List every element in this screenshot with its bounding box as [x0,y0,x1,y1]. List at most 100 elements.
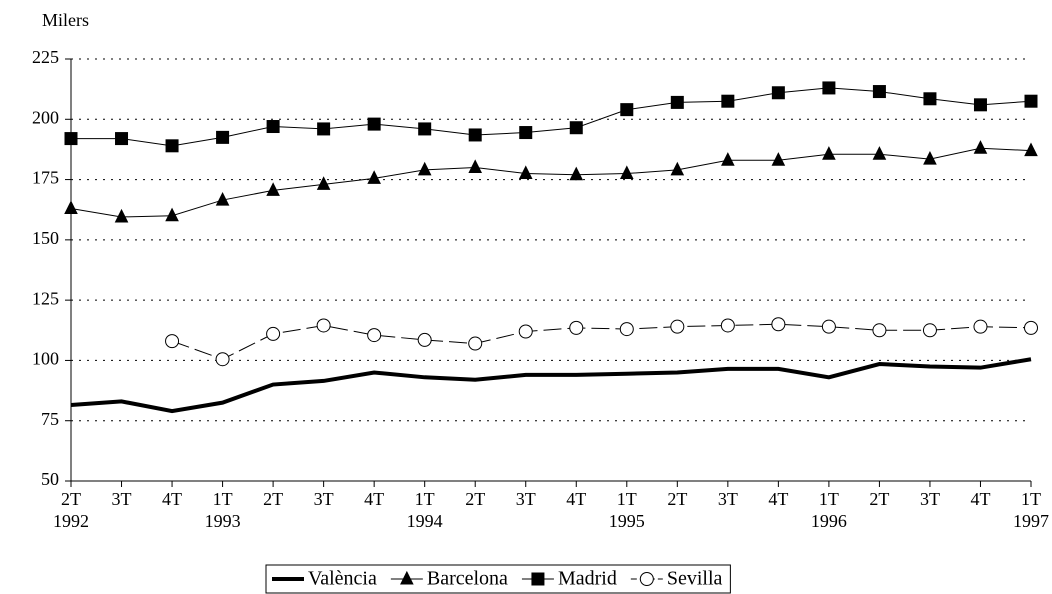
marker [216,130,230,144]
marker [316,318,331,333]
x-tick-label: 1T [213,489,233,509]
marker [266,182,280,196]
marker [266,326,281,341]
marker [822,81,836,95]
marker [923,92,937,106]
x-tick-label: 4T [364,489,384,509]
marker [1024,142,1038,157]
marker [670,161,685,176]
marker [771,86,785,100]
y-tick-label: 200 [32,107,59,127]
x-tick-label: 1T [415,489,435,509]
marker [872,323,887,338]
marker [619,322,634,337]
legend-label: Sevilla [667,568,723,590]
marker [619,165,634,180]
marker [872,85,886,99]
x-tick-label: 4T [162,489,182,509]
marker [720,318,735,333]
marker [973,98,987,112]
marker [670,319,685,334]
marker [569,121,583,135]
marker [518,165,533,180]
marker [771,152,786,166]
marker [165,207,179,222]
y-tick-label: 50 [41,469,59,489]
x-tick-label: 2T [61,489,81,509]
marker [821,319,836,334]
y-tick-label: 75 [41,409,59,429]
legend-label: València [308,568,377,590]
marker [1024,320,1038,335]
marker [620,103,634,117]
x-tick-label: 2T [869,489,889,509]
y-tick-label: 150 [32,228,59,248]
x-year-label: 1996 [811,511,847,531]
marker [417,161,432,176]
x-tick-label: 1T [1021,489,1041,509]
marker [400,570,414,585]
marker [922,323,937,338]
marker [670,95,684,109]
x-tick-label: 3T [516,489,536,509]
y-axis-label: Milers [42,10,89,30]
x-tick-label: 3T [314,489,334,509]
x-year-label: 1995 [609,511,645,531]
marker [973,140,988,154]
legend: València Barcelona Madrid Sevilla [265,564,731,594]
y-tick-label: 225 [32,47,59,67]
x-tick-label: 4T [970,489,990,509]
y-tick-label: 175 [32,168,59,188]
marker [266,120,280,134]
x-year-label: 1993 [205,511,241,531]
marker [114,208,129,223]
legend-label: Madrid [558,568,617,590]
marker [316,176,331,190]
marker [872,146,887,160]
marker [115,132,129,146]
marker [519,126,533,140]
marker [317,122,331,136]
marker [973,319,988,334]
y-tick-label: 100 [32,349,59,369]
legend-label: Barcelona [427,568,508,590]
marker [771,317,786,332]
marker [518,324,533,339]
marker [215,352,230,367]
x-tick-label: 4T [768,489,788,509]
marker [468,128,482,142]
x-tick-label: 2T [263,489,283,509]
marker [367,328,382,343]
marker [923,150,937,165]
x-tick-label: 2T [465,489,485,509]
marker [569,320,584,335]
x-tick-label: 4T [566,489,586,509]
marker [721,152,735,166]
marker [531,572,545,586]
marker [569,166,584,181]
marker [64,200,78,215]
marker [165,139,179,153]
y-tick-label: 125 [32,288,59,308]
x-year-label: 1994 [407,511,443,531]
marker [64,132,78,146]
marker [721,94,735,108]
marker [367,117,381,131]
marker [367,170,381,184]
x-tick-label: 3T [112,489,132,509]
series-line [70,357,1032,414]
series-line [70,147,1032,218]
x-tick-label: 1T [617,489,637,509]
series-line [171,323,1032,360]
x-tick-label: 3T [920,489,940,509]
marker [417,332,432,347]
marker [639,572,654,586]
x-tick-label: 3T [718,489,738,509]
series-line [71,87,1032,147]
x-tick-label: 1T [819,489,839,509]
x-tick-label: 2T [667,489,687,509]
marker [468,336,483,351]
marker [822,146,836,160]
marker [1024,94,1038,108]
